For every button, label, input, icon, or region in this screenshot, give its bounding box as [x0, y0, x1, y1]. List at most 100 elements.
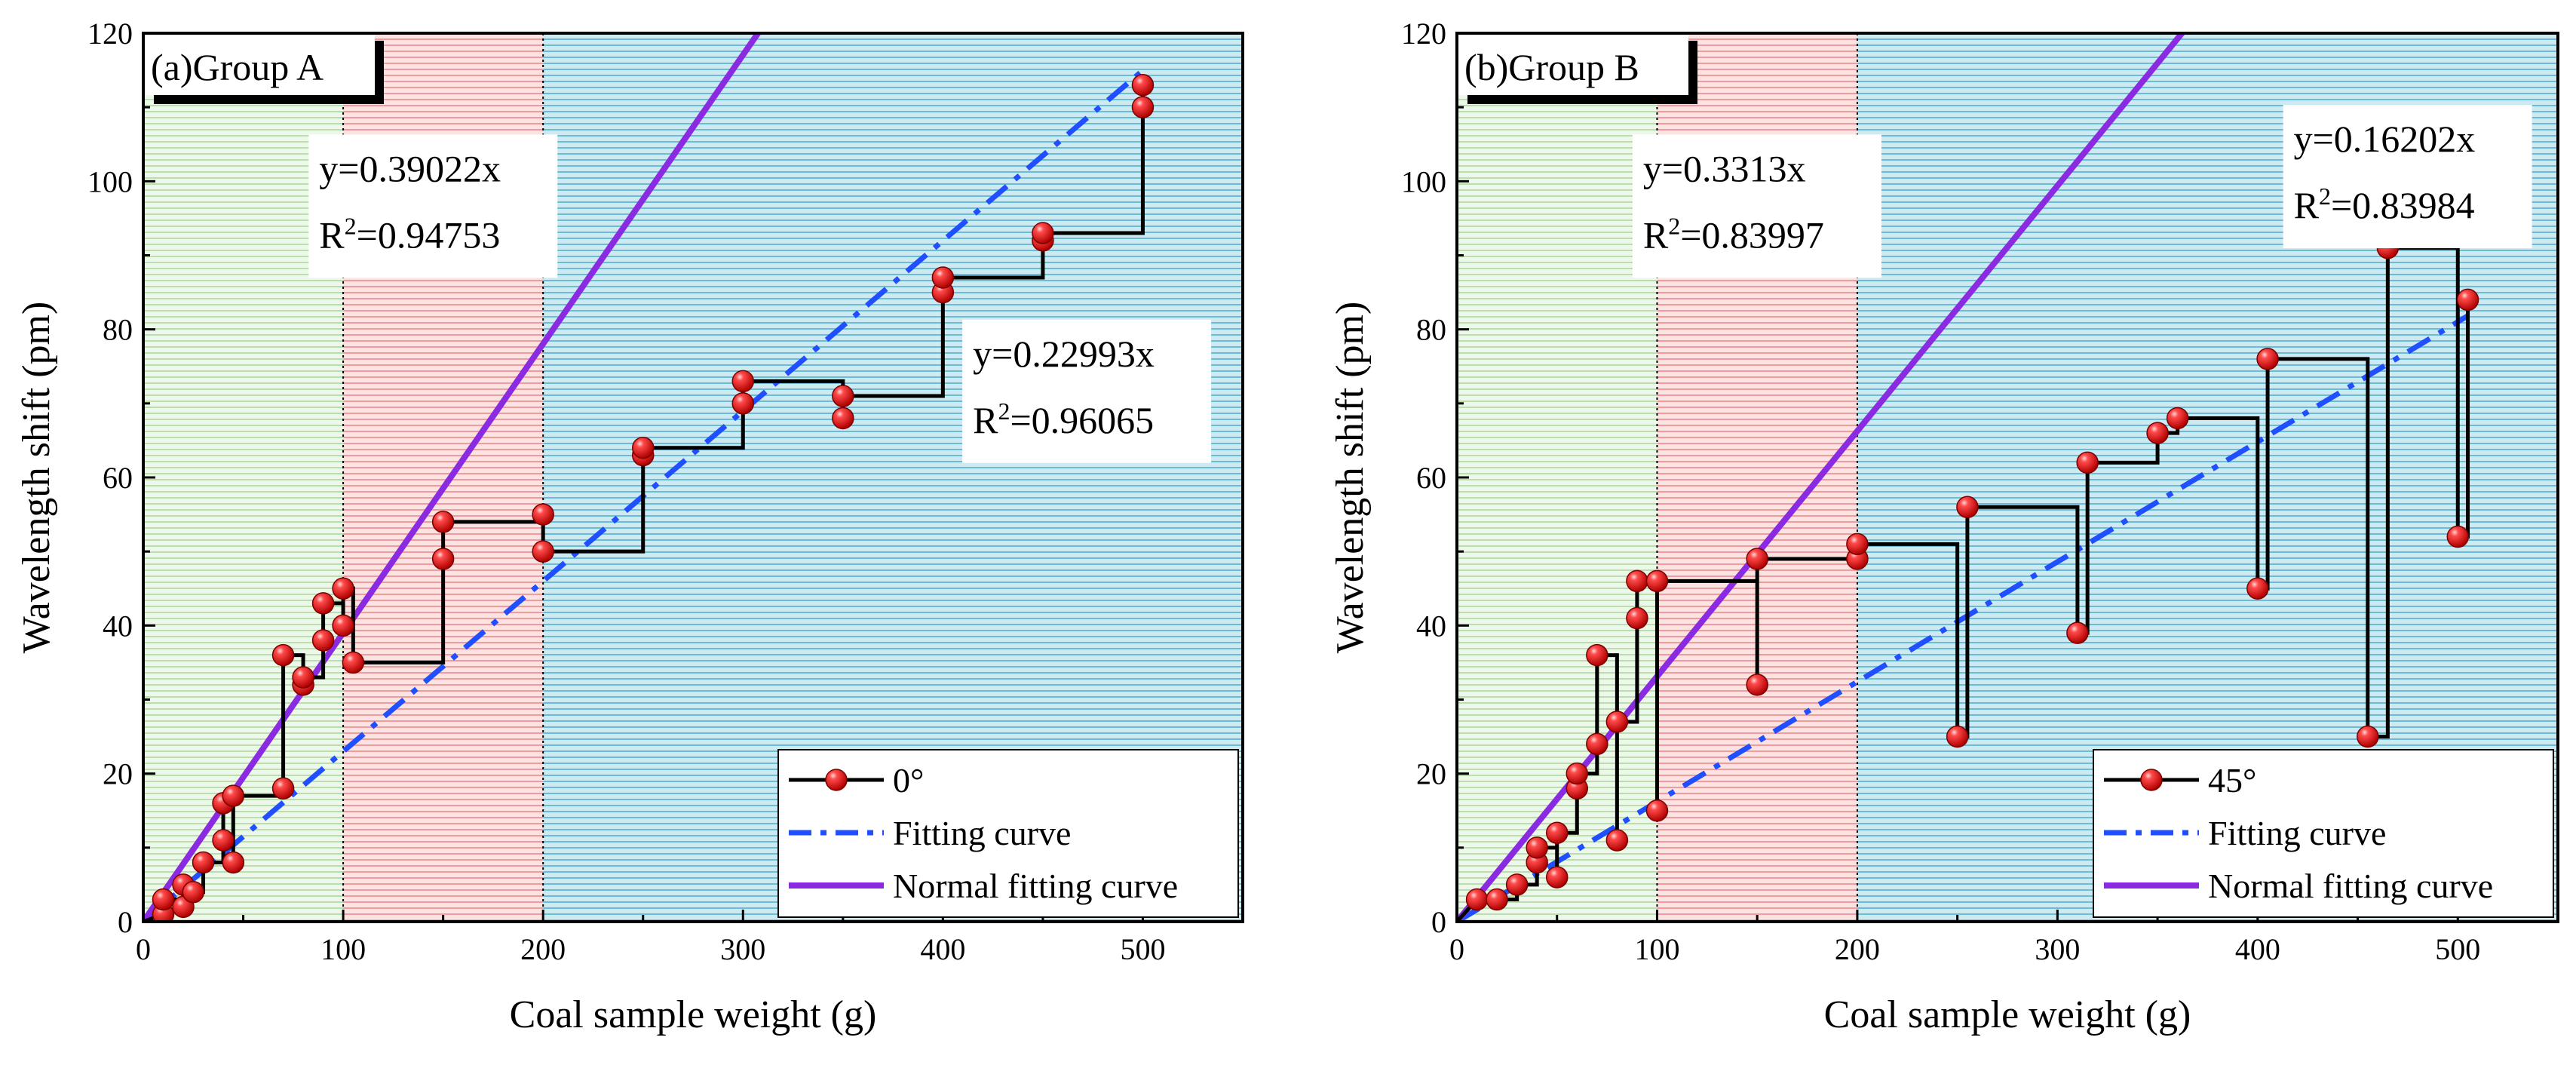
y-tick-label: 20: [1416, 757, 1446, 791]
data-point: [2166, 407, 2189, 430]
data-point: [2446, 525, 2470, 548]
data-point: [222, 784, 245, 807]
x-axis-title: Coal sample weight (g): [1824, 993, 2191, 1036]
r-squared-text: R2=0.94753: [319, 212, 500, 256]
data-point: [342, 651, 365, 674]
y-tick-label: 80: [1416, 313, 1446, 347]
x-axis-title: Coal sample weight (g): [510, 993, 877, 1036]
data-point: [1746, 674, 1768, 696]
data-point: [832, 407, 854, 430]
fitting-curve: [1457, 313, 2470, 922]
data-point: [292, 666, 314, 689]
data-point: [832, 385, 854, 407]
data-point: [731, 392, 755, 415]
equation-box: [1632, 134, 1881, 278]
data-point: [2256, 348, 2279, 370]
y-tick-label: 0: [118, 905, 133, 939]
data-point: [182, 880, 205, 904]
data-point: [1605, 829, 1629, 852]
y-tick-label: 120: [1401, 17, 1446, 51]
x-tick-label: 500: [1120, 932, 1165, 966]
data-point: [1645, 800, 1669, 822]
data-point: [2246, 577, 2269, 600]
panel-group-b: 0 100 200 300 400 500 0 20 40 60 80 100 120 Coal samp…: [1329, 17, 2559, 1036]
equation-text: y=0.3313x: [1643, 147, 1806, 189]
data-point: [532, 540, 554, 563]
r-squared-text: R2=0.96065: [973, 397, 1154, 441]
x-tick-label: 300: [720, 932, 765, 966]
equation-box: [308, 134, 558, 278]
x-tick-label: 100: [1634, 932, 1679, 966]
legend-swatch-marker: [2140, 769, 2163, 791]
r-squared-text: R2=0.83984: [2294, 183, 2475, 226]
legend: 45° Fitting curve Normal fitting curve: [2093, 749, 2554, 918]
data-point: [192, 851, 215, 874]
data-point: [1586, 732, 1608, 756]
equation-box: [962, 319, 1212, 463]
data-point: [2076, 451, 2099, 474]
normal-fitting-curve: [143, 33, 762, 922]
data-point: [152, 888, 175, 911]
data-point: [271, 777, 295, 800]
data-point: [1545, 866, 1569, 889]
data-point: [532, 503, 554, 526]
data-point: [1956, 496, 1979, 519]
data-point: [1566, 762, 1589, 785]
equation-text: y=0.39022x: [319, 147, 501, 189]
panel-group-a: 0 100 200 300 400 500 0 20 40 60 80 100 120 Coal samp…: [15, 17, 1244, 1036]
data-point: [431, 511, 455, 533]
x-tick-label: 0: [1449, 932, 1464, 966]
data-point: [271, 643, 295, 667]
data-point: [1032, 222, 1054, 244]
x-tick-label: 400: [920, 932, 965, 966]
data-point: [1526, 836, 1548, 859]
legend-label: 0°: [893, 761, 924, 800]
data-point: [631, 436, 655, 459]
legend-swatch-marker: [825, 769, 848, 791]
panel-label: (b)Group B: [1464, 46, 1639, 88]
x-tick-label: 400: [2235, 932, 2280, 966]
data-point: [1645, 569, 1669, 593]
legend-label: Fitting curve: [2208, 814, 2386, 852]
r-squared-text: R2=0.83997: [1643, 212, 1824, 256]
x-tick-label: 200: [520, 932, 566, 966]
y-tick-label: 60: [1416, 461, 1446, 495]
data-point: [931, 266, 955, 289]
y-axis-title: Wavelength shift (pm): [1329, 302, 1372, 654]
legend-label: Fitting curve: [893, 814, 1071, 852]
legend-label: Normal fitting curve: [2208, 867, 2493, 905]
equation-text: y=0.22993x: [973, 333, 1155, 375]
data-point: [1545, 821, 1569, 844]
y-tick-label: 40: [103, 609, 133, 643]
legend-label: 45°: [2208, 761, 2256, 800]
x-tick-label: 500: [2435, 932, 2480, 966]
data-point: [2456, 288, 2479, 312]
legend-box: [777, 749, 1239, 918]
y-tick-label: 20: [103, 757, 133, 791]
data-point: [332, 577, 354, 600]
x-tick-label: 300: [2035, 932, 2080, 966]
y-axis-title: Wavelength shift (pm): [15, 302, 58, 654]
equation-text: y=0.16202x: [2294, 118, 2476, 160]
data-point: [1465, 888, 1489, 911]
y-tick-label: 80: [103, 313, 133, 347]
data-point: [1746, 548, 1768, 570]
panel-label-box: [145, 35, 375, 95]
plot-area: [143, 33, 1155, 922]
data-point: [2066, 622, 2089, 644]
data-point: [2146, 422, 2169, 444]
y-tick-label: 0: [1431, 905, 1446, 939]
data-point: [1605, 711, 1629, 733]
data-point: [1131, 73, 1155, 97]
data-point: [222, 851, 245, 874]
data-point: [1131, 96, 1155, 118]
y-tick-label: 120: [87, 17, 133, 51]
data-point: [431, 548, 455, 570]
data-point: [1486, 888, 1508, 911]
shaded-region-0: [1457, 33, 1658, 922]
data-point: [332, 614, 354, 637]
data-point: [1626, 569, 1648, 593]
data-point: [1946, 725, 1969, 748]
data-point: [1586, 643, 1608, 667]
